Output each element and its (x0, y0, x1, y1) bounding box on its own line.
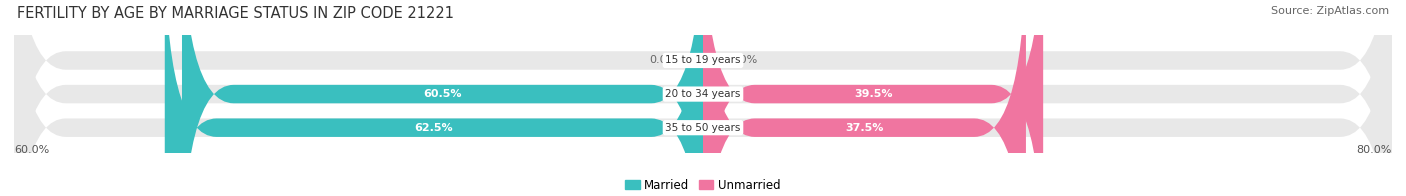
FancyBboxPatch shape (14, 0, 1392, 196)
Text: 15 to 19 years: 15 to 19 years (665, 55, 741, 65)
FancyBboxPatch shape (703, 0, 1026, 196)
Text: Source: ZipAtlas.com: Source: ZipAtlas.com (1271, 6, 1389, 16)
Text: 60.5%: 60.5% (423, 89, 461, 99)
FancyBboxPatch shape (14, 0, 1392, 196)
Text: 39.5%: 39.5% (853, 89, 893, 99)
Text: 35 to 50 years: 35 to 50 years (665, 123, 741, 133)
Text: FERTILITY BY AGE BY MARRIAGE STATUS IN ZIP CODE 21221: FERTILITY BY AGE BY MARRIAGE STATUS IN Z… (17, 6, 454, 21)
FancyBboxPatch shape (181, 0, 703, 196)
Text: 0.0%: 0.0% (650, 55, 678, 65)
Text: 0.0%: 0.0% (728, 55, 756, 65)
FancyBboxPatch shape (703, 0, 1043, 196)
Legend: Married, Unmarried: Married, Unmarried (620, 174, 786, 196)
Text: 62.5%: 62.5% (415, 123, 453, 133)
Text: 20 to 34 years: 20 to 34 years (665, 89, 741, 99)
FancyBboxPatch shape (14, 0, 1392, 196)
Text: 37.5%: 37.5% (845, 123, 883, 133)
Text: 80.0%: 80.0% (1357, 144, 1392, 154)
Text: 60.0%: 60.0% (14, 144, 49, 154)
FancyBboxPatch shape (165, 0, 703, 196)
